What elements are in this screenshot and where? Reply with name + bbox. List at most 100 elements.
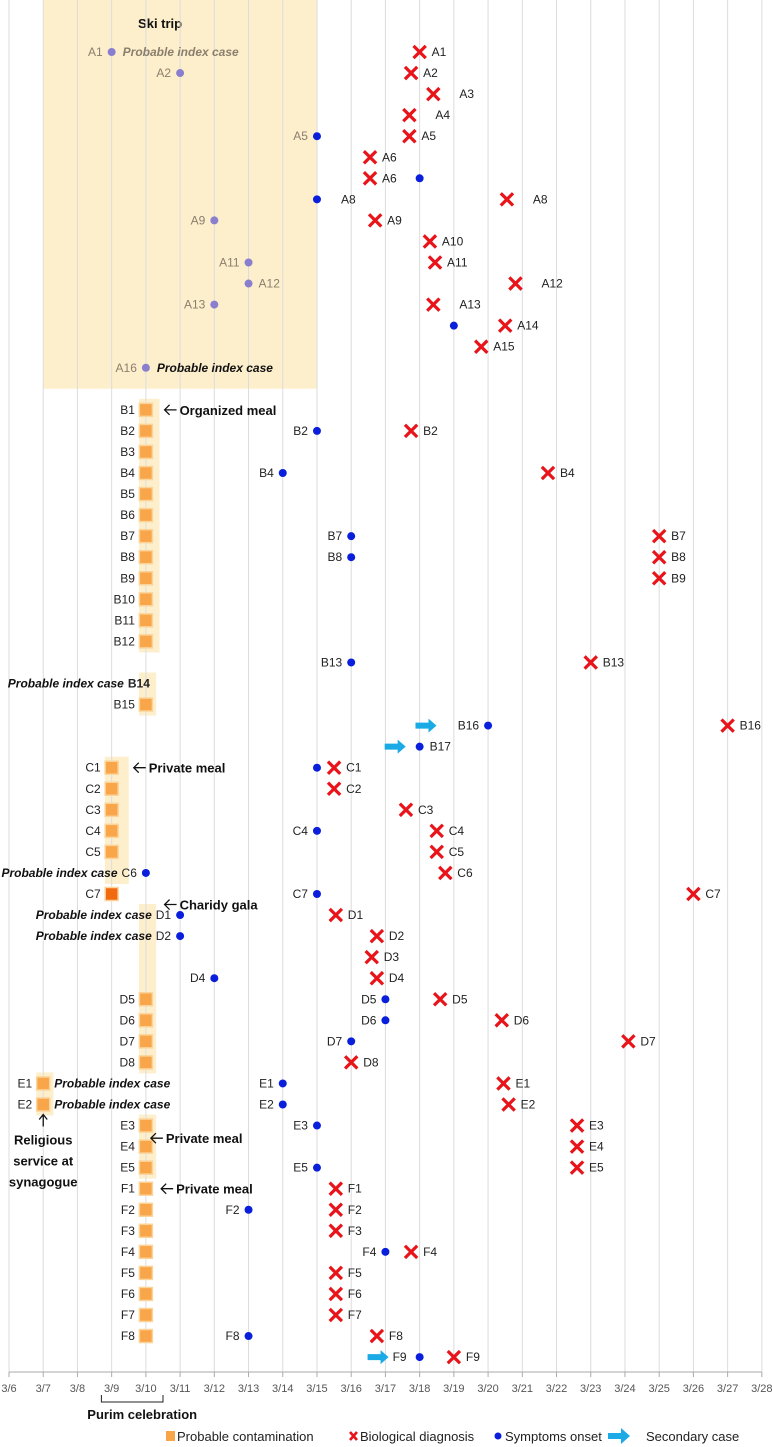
case-label: F1 [121, 1182, 135, 1196]
case-label: E1 [18, 1076, 33, 1090]
case-label: A12 [541, 277, 563, 291]
diagnosis-cross-icon [403, 423, 419, 439]
case-row: B8 B8 B8 [120, 549, 686, 565]
tick-label: 3/14 [272, 1383, 293, 1395]
case-label: B1 [120, 403, 135, 417]
case-label: B9 [671, 571, 686, 585]
symptom-onset-dot [484, 721, 493, 730]
case-row: A9 A9 [191, 213, 402, 228]
legend-secondary-arrow-icon [608, 1428, 630, 1444]
legend-item: Secondary case [608, 1428, 739, 1444]
symptom-onset-dot [312, 763, 321, 772]
case-label: B7 [671, 529, 686, 543]
symptom-onset-dot [312, 132, 321, 141]
contamination-square [138, 697, 154, 712]
case-row: B3 [120, 444, 154, 460]
left-arrow-icon [132, 762, 146, 774]
case-label: C7 [85, 887, 101, 901]
case-label: A8 [533, 192, 548, 206]
probable-index-case-note: Probable index case [54, 1076, 170, 1090]
tick-label: 3/21 [512, 1383, 533, 1395]
exposure-window-band [139, 904, 157, 1074]
synagogue-annotation-line: service at [13, 1154, 74, 1169]
ski-exposure-dot [107, 48, 116, 56]
case-label: D7 [640, 1034, 656, 1048]
case-row: D6 D6 D6 [120, 1013, 529, 1028]
case-label: C7 [293, 887, 309, 901]
diagnosis-cross-icon [426, 86, 441, 102]
diagnosis-cross-icon [328, 1202, 344, 1218]
case-row: B16 B16 [415, 718, 761, 733]
case-row: A8 A8 [312, 192, 548, 207]
purim-label: Purim celebration [87, 1407, 197, 1422]
case-row: D8 D8 [120, 1055, 379, 1070]
case-label: B8 [328, 550, 343, 564]
case-label: E1 [259, 1076, 274, 1090]
case-row: D1 D1 Probable index case [36, 907, 363, 923]
contamination-square [35, 1076, 51, 1091]
case-label: D2 [156, 929, 172, 943]
case-row: F5 F5 [121, 1265, 362, 1281]
contamination-square [138, 1307, 154, 1323]
diagnosis-cross-icon [328, 1286, 344, 1302]
case-row: D2 D2 Probable index case [36, 928, 405, 944]
case-label: C6 [122, 866, 138, 880]
case-label: A11 [447, 256, 468, 270]
case-row: E4 E4 [120, 1139, 604, 1154]
legend-label: Secondary case [646, 1429, 739, 1444]
diagnosis-cross-icon [367, 213, 383, 228]
case-label: F2 [348, 1203, 362, 1217]
case-label: A4 [435, 108, 450, 122]
contamination-square-dark [104, 886, 119, 902]
case-label: E3 [293, 1119, 308, 1133]
x-axis: 3/6 3/7 3/8 3/9 3/10 3/11 3/12 3/13 3/14 3/15 3/16… [1, 1371, 772, 1422]
diagnosis-cross-icon [362, 171, 378, 186]
case-marks: A1 A1 Probable index case A2 A2 A3 A4 A5 A5 A6 A6 A… [1, 44, 761, 1365]
case-label: E1 [515, 1076, 530, 1090]
diagnosis-cross-icon [369, 1328, 385, 1344]
diagnosis-cross-icon [499, 192, 515, 207]
case-label: D6 [361, 1013, 377, 1027]
legend-item: Probable contamination [166, 1429, 314, 1444]
secondary-case-arrow-icon [384, 739, 406, 754]
diagnosis-cross-icon [497, 318, 513, 333]
ski-exposure-dot [141, 363, 150, 372]
case-label: A6 [382, 150, 397, 164]
case-label: B10 [114, 592, 136, 606]
case-label: B7 [328, 529, 343, 543]
case-label: A15 [493, 340, 515, 354]
contamination-square [104, 844, 119, 860]
symptom-onset-dot [415, 1353, 424, 1362]
case-row: E2 E2 E2 Probable index case [18, 1097, 536, 1112]
case-label: D2 [389, 929, 405, 943]
case-label: E5 [120, 1161, 135, 1175]
case-label: B13 [321, 655, 343, 669]
case-label: F3 [121, 1224, 135, 1238]
tick-label: 3/10 [135, 1383, 156, 1395]
tick-label: 3/25 [648, 1383, 669, 1395]
case-row: B7 B7 B7 [120, 528, 686, 544]
tick-label: 3/16 [340, 1383, 361, 1395]
legend-onset-dot [494, 1432, 502, 1440]
diagnosis-cross-icon [508, 276, 523, 291]
contamination-square [138, 444, 154, 460]
synagogue-annotation-line: synagogue [9, 1175, 78, 1190]
case-label: F5 [348, 1266, 362, 1280]
case-label: F2 [121, 1203, 135, 1217]
diagnosis-cross-icon [686, 886, 701, 902]
case-label: A16 [116, 361, 138, 375]
case-label: F4 [423, 1245, 437, 1259]
tick-label: 3/9 [104, 1383, 119, 1395]
case-label: B5 [120, 487, 135, 501]
contamination-square [104, 781, 119, 796]
diagnosis-cross-icon [402, 107, 417, 123]
case-row: A5 A5 [293, 128, 436, 144]
case-label: D5 [361, 992, 377, 1006]
case-label: E2 [259, 1098, 274, 1112]
diagnosis-cross-icon [621, 1034, 636, 1049]
case-label: C4 [449, 824, 465, 838]
case-label: B7 [120, 529, 135, 543]
symptom-onset-dot [312, 1121, 321, 1130]
symptom-onset-dot [141, 868, 150, 877]
case-label: F9 [466, 1350, 480, 1364]
